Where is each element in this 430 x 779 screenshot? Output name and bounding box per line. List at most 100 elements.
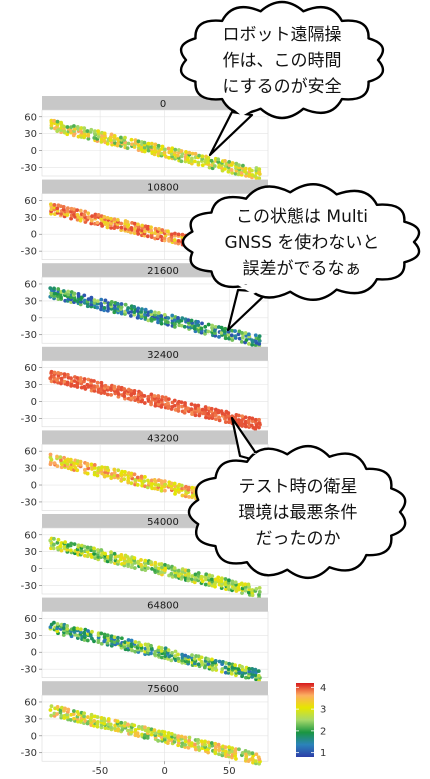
data-point — [133, 640, 138, 644]
data-point — [85, 715, 90, 719]
data-point — [139, 562, 143, 567]
data-point — [123, 135, 127, 140]
data-point — [119, 305, 124, 310]
data-point — [82, 638, 87, 642]
data-point — [129, 395, 134, 400]
data-point — [170, 650, 174, 655]
data-point — [163, 566, 168, 571]
data-point — [152, 486, 157, 491]
data-point — [186, 318, 191, 322]
data-point — [116, 468, 121, 473]
data-point — [243, 419, 248, 424]
data-point — [213, 745, 218, 749]
data-point — [210, 323, 215, 328]
data-point — [119, 135, 123, 140]
data-point — [85, 461, 90, 466]
data-point — [257, 417, 261, 422]
data-point — [223, 749, 228, 754]
data-point — [58, 204, 63, 209]
callout-text-line: この状態は Multi — [236, 207, 368, 227]
data-point — [92, 551, 97, 556]
data-point — [59, 376, 64, 381]
data-point — [130, 142, 134, 147]
data-point — [250, 667, 255, 671]
data-point — [143, 307, 148, 312]
data-point — [55, 622, 60, 626]
data-point — [153, 482, 158, 487]
data-point — [99, 380, 104, 385]
data-point — [116, 635, 120, 640]
data-point — [234, 757, 238, 761]
y-tick-label: 60 — [24, 112, 37, 123]
data-point — [105, 473, 110, 478]
data-point — [115, 225, 120, 230]
data-point — [162, 733, 167, 738]
data-point — [95, 220, 100, 225]
data-point — [206, 750, 211, 755]
data-point — [172, 733, 177, 738]
data-point — [187, 150, 192, 155]
data-point — [240, 586, 245, 591]
callout-cloud — [179, 0, 385, 120]
data-point — [190, 485, 195, 490]
data-point — [153, 649, 158, 654]
data-point — [152, 728, 157, 733]
data-point — [106, 304, 111, 309]
facet-panel: 75600 60 30 0 -30 -50 0 50 — [21, 681, 269, 777]
data-point — [89, 127, 94, 132]
data-point — [72, 542, 77, 547]
data-point — [203, 742, 207, 747]
data-point — [257, 585, 262, 590]
data-point — [136, 397, 140, 401]
y-tick-label: 0 — [31, 146, 37, 157]
data-point — [100, 383, 104, 388]
data-point — [159, 234, 164, 239]
data-point — [86, 629, 90, 633]
data-point — [221, 659, 225, 664]
data-point — [49, 704, 54, 709]
data-point — [102, 716, 106, 721]
data-point — [48, 286, 53, 291]
data-point — [106, 717, 111, 721]
data-point — [49, 123, 54, 128]
data-point — [236, 667, 241, 671]
data-point — [219, 579, 224, 583]
data-point — [59, 211, 64, 216]
data-point — [102, 632, 107, 637]
data-point — [105, 141, 110, 146]
data-point — [102, 131, 107, 136]
data-point — [256, 669, 261, 674]
data-point — [189, 741, 194, 746]
data-point — [179, 400, 184, 405]
data-point — [93, 129, 97, 134]
data-point — [237, 747, 241, 752]
data-point — [143, 568, 148, 572]
data-point — [250, 674, 255, 679]
y-tick-label: -30 — [21, 497, 37, 508]
data-point — [112, 470, 117, 475]
y-tick-label: -30 — [21, 163, 37, 174]
y-tick-label: -30 — [21, 414, 37, 425]
data-point — [230, 579, 235, 584]
callout-tail-join — [230, 106, 254, 116]
data-point — [69, 209, 73, 214]
data-point — [207, 581, 212, 585]
data-point — [196, 160, 201, 165]
data-point — [86, 297, 91, 302]
y-tick-label: 60 — [24, 196, 37, 207]
data-point — [197, 153, 202, 158]
data-point — [103, 298, 108, 303]
data-point — [223, 336, 228, 341]
data-point — [253, 417, 258, 422]
data-point — [69, 216, 74, 221]
data-point — [109, 132, 114, 137]
data-point — [82, 630, 87, 635]
data-point — [75, 385, 80, 389]
data-point — [213, 577, 218, 582]
data-point — [179, 323, 184, 328]
data-point — [190, 653, 194, 658]
data-point — [227, 159, 232, 164]
data-point — [133, 138, 138, 143]
data-point — [239, 170, 244, 175]
data-point — [233, 329, 237, 333]
